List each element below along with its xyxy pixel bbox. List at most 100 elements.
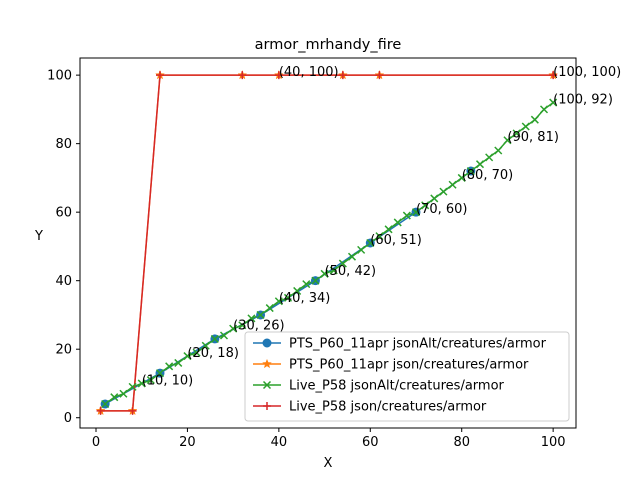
data-point-2-4 [137, 379, 146, 388]
data-point-3-0 [96, 406, 105, 415]
annotation-label: (100, 92) [553, 93, 613, 108]
y-axis: 0 20 40 60 80 100 [47, 69, 80, 426]
data-point-3-5 [338, 71, 347, 80]
data-point-2-9 [183, 352, 192, 361]
data-point-2-49 [549, 98, 558, 107]
annotation-label: (50, 42) [325, 264, 377, 279]
data-point-2-13 [219, 331, 229, 340]
data-point-2-20 [283, 293, 293, 302]
data-point-2-36 [430, 194, 439, 203]
data-point-2-25 [329, 266, 338, 275]
annotation-label: (20, 18) [187, 346, 239, 361]
annotation-label: (80, 70) [462, 168, 514, 183]
data-point-2-3 [128, 382, 137, 391]
y-tick-label: 20 [55, 343, 72, 358]
data-point-2-26 [338, 259, 347, 268]
annotation-label: (30, 26) [233, 319, 285, 334]
x-tick-label: 60 [362, 435, 379, 450]
data-point-2-27 [347, 252, 357, 261]
x-tick-label: 80 [453, 435, 470, 450]
data-point-3-3 [238, 71, 247, 80]
legend-marker [262, 358, 272, 369]
x-tick-label: 0 [92, 435, 100, 450]
data-point-2-12 [210, 334, 219, 343]
y-axis-title: Y [34, 229, 43, 244]
data-point-2-35 [421, 201, 430, 210]
data-point-2-21 [293, 286, 302, 295]
annotation-label: (60, 51) [370, 233, 422, 248]
x-tick-label: 20 [179, 435, 196, 450]
x-axis: 0 20 40 60 80 100 [92, 428, 566, 450]
data-point-2-45 [512, 129, 521, 138]
data-point-2-10 [192, 348, 201, 357]
data-point-3-7 [549, 71, 558, 80]
legend-marker [262, 380, 272, 390]
axes-border [79, 57, 577, 429]
data-point-2-24 [320, 269, 329, 278]
legend-marker [262, 338, 272, 348]
data-point-3-2 [156, 71, 164, 80]
data-point-3-1 [128, 406, 137, 415]
y-tick-label: 0 [64, 411, 72, 426]
data-point-2-6 [155, 369, 165, 378]
data-point-2-28 [357, 245, 366, 254]
legend-label: Live_P58 jsonAlt/creatures/armor [289, 379, 505, 394]
legend: PTS_P60_11apr jsonAlt/creatures/armor PTS… [244, 331, 570, 422]
data-point-2-46 [521, 122, 530, 131]
legend-marker [263, 402, 271, 410]
x-tick-label: 100 [541, 435, 566, 450]
data-point-2-17 [256, 310, 265, 319]
y-tick-label: 40 [55, 274, 72, 289]
y-tick-label: 60 [55, 206, 72, 221]
y-tick-label: 100 [47, 69, 72, 84]
legend-box [244, 331, 570, 422]
series-line-3 [100, 74, 554, 412]
data-point-2-32 [393, 218, 402, 227]
annotation-label: (10, 10) [142, 373, 194, 388]
legend-entry-2: Live_P58 jsonAlt/creatures/armor [253, 379, 505, 394]
data-point-2-31 [384, 225, 393, 234]
data-point-2-11 [201, 341, 210, 350]
data-point-2-23 [311, 276, 320, 285]
legend-label: PTS_P60_11apr jsonAlt/creatures/armor [289, 337, 547, 352]
data-point-2-48 [539, 105, 549, 114]
data-point-2-37 [439, 187, 448, 196]
annotation-label: (40, 100) [279, 65, 339, 80]
legend-entry-0: PTS_P60_11apr jsonAlt/creatures/armor [253, 337, 547, 352]
data-point-2-41 [475, 160, 485, 169]
data-point-3-6 [375, 71, 384, 80]
data-point-3-4 [274, 71, 283, 80]
data-point-2-7 [165, 362, 174, 371]
legend-label: PTS_P60_11apr json/creatures/armor [289, 358, 529, 373]
annotation-label: (90, 81) [507, 130, 559, 145]
y-tick-label: 80 [55, 137, 72, 152]
data-point-2-43 [494, 146, 503, 155]
x-tick-label: 40 [271, 435, 288, 450]
annotation-label: (40, 34) [279, 291, 331, 306]
data-point-2-34 [411, 208, 421, 217]
legend-entry-3: Live_P58 json/creatures/armor [253, 400, 487, 415]
annotation-label: (100, 100) [553, 65, 621, 80]
data-point-2-5 [146, 376, 155, 385]
data-point-2-16 [247, 314, 256, 323]
data-point-2-33 [402, 211, 411, 220]
data-point-2-0 [101, 399, 110, 409]
data-point-2-44 [503, 136, 512, 145]
data-point-2-8 [174, 358, 183, 367]
chart-title: armor_mrhandy_fire [255, 37, 402, 53]
x-axis-title: X [324, 456, 333, 471]
data-point-2-22 [302, 280, 311, 289]
annotations-layer: (10, 10) (20, 18) (30, 26) (40, 34) (50, 42)… [142, 65, 621, 388]
markers-layer [95, 69, 559, 416]
data-point-2-1 [110, 393, 119, 402]
legend-entry-1: PTS_P60_11apr json/creatures/armor [253, 358, 529, 373]
data-point-2-2 [119, 389, 128, 398]
legend-label: Live_P58 json/creatures/armor [289, 400, 487, 415]
data-point-2-18 [265, 304, 274, 313]
data-point-2-39 [457, 173, 466, 182]
data-point-2-47 [530, 115, 539, 124]
data-point-2-42 [485, 153, 494, 162]
data-point-2-38 [448, 180, 457, 189]
data-point-2-14 [229, 324, 238, 333]
